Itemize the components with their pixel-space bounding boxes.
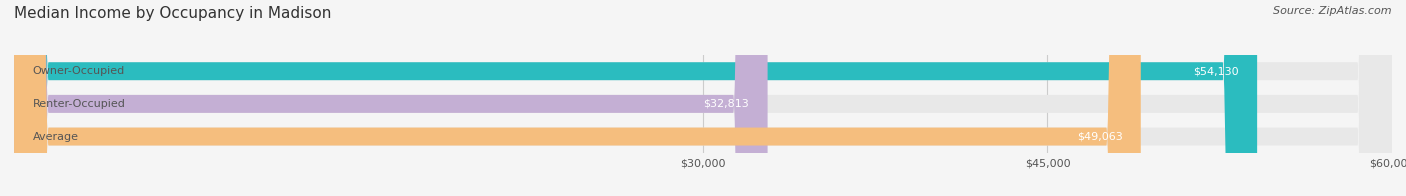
FancyBboxPatch shape [14, 0, 1392, 196]
FancyBboxPatch shape [14, 0, 1257, 196]
Text: Median Income by Occupancy in Madison: Median Income by Occupancy in Madison [14, 6, 332, 21]
FancyBboxPatch shape [14, 0, 1392, 196]
Text: Average: Average [32, 132, 79, 142]
Text: $32,813: $32,813 [703, 99, 749, 109]
Text: $54,130: $54,130 [1194, 66, 1239, 76]
FancyBboxPatch shape [14, 0, 1392, 196]
Text: Renter-Occupied: Renter-Occupied [32, 99, 125, 109]
FancyBboxPatch shape [14, 0, 768, 196]
Text: Source: ZipAtlas.com: Source: ZipAtlas.com [1274, 6, 1392, 16]
Text: $49,063: $49,063 [1077, 132, 1122, 142]
FancyBboxPatch shape [14, 0, 1140, 196]
Text: Owner-Occupied: Owner-Occupied [32, 66, 125, 76]
